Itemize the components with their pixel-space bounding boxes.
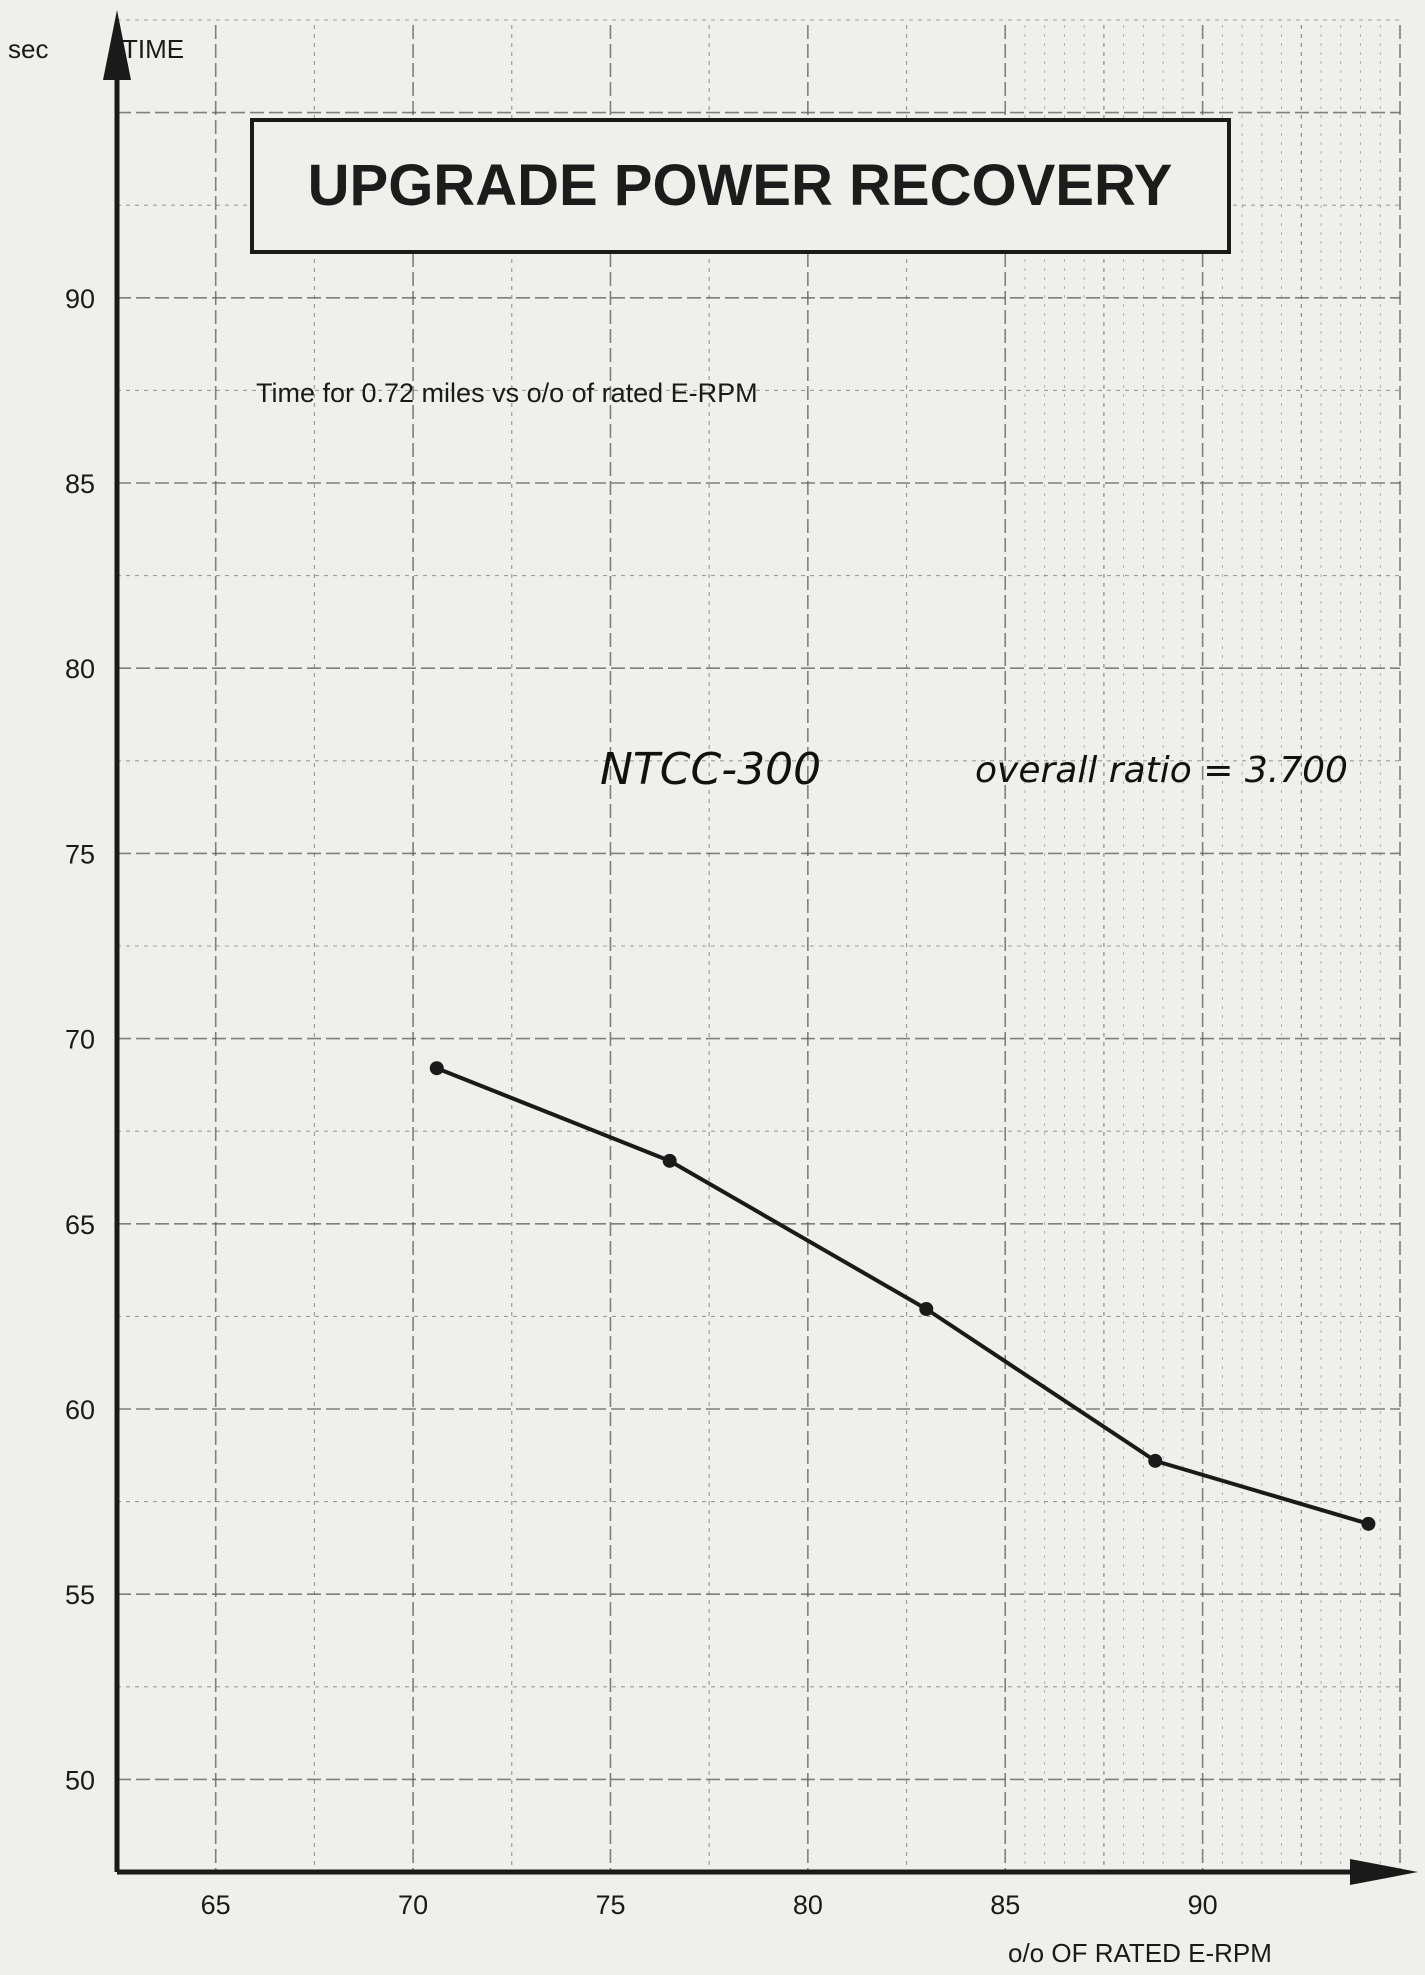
tick-labels: 50 55 60 65 70 75 80 85 90 65 70 75 80 85 90 bbox=[65, 284, 1218, 1920]
y-tick-label: 60 bbox=[65, 1395, 95, 1425]
x-tick-label: 70 bbox=[398, 1890, 428, 1920]
y-tick-label: 70 bbox=[65, 1025, 95, 1055]
y-tick-label: 50 bbox=[65, 1765, 95, 1795]
y-axis-label: TIME bbox=[122, 34, 184, 64]
x-tick-label: 90 bbox=[1188, 1890, 1218, 1920]
y-tick-label: 85 bbox=[65, 469, 95, 499]
series bbox=[429, 1061, 1376, 1531]
y-tick-label: 55 bbox=[65, 1580, 95, 1610]
data-point bbox=[1361, 1516, 1376, 1531]
y-tick-label: 65 bbox=[65, 1210, 95, 1240]
data-point bbox=[662, 1153, 677, 1168]
x-tick-label: 80 bbox=[793, 1890, 823, 1920]
x-axis-arrow bbox=[1350, 1859, 1418, 1885]
data-point bbox=[429, 1061, 444, 1076]
y-tick-label: 90 bbox=[65, 284, 95, 314]
y-tick-label: 75 bbox=[65, 839, 95, 869]
y-axis-arrow bbox=[103, 10, 131, 80]
chart-title: UPGRADE POWER RECOVERY bbox=[308, 153, 1173, 218]
annotation-model: NTCC-300 bbox=[600, 744, 821, 795]
series-line bbox=[436, 1066, 1369, 1526]
annotation-ratio: overall ratio = 3.700 bbox=[975, 750, 1348, 791]
x-tick-label: 85 bbox=[990, 1890, 1020, 1920]
x-tick-label: 65 bbox=[201, 1890, 231, 1920]
data-point bbox=[1148, 1453, 1163, 1468]
chart-subtitle: Time for 0.72 miles vs o/o of rated E-RP… bbox=[256, 378, 758, 408]
title-box bbox=[250, 118, 1231, 254]
y-axis-unit: sec bbox=[8, 34, 48, 64]
data-point bbox=[919, 1301, 934, 1316]
y-tick-label: 80 bbox=[65, 654, 95, 684]
x-axis-label: o/o OF RATED E-RPM bbox=[1008, 1938, 1272, 1968]
axes bbox=[103, 10, 1418, 1885]
grid bbox=[116, 19, 1401, 1873]
x-tick-label: 75 bbox=[595, 1890, 625, 1920]
